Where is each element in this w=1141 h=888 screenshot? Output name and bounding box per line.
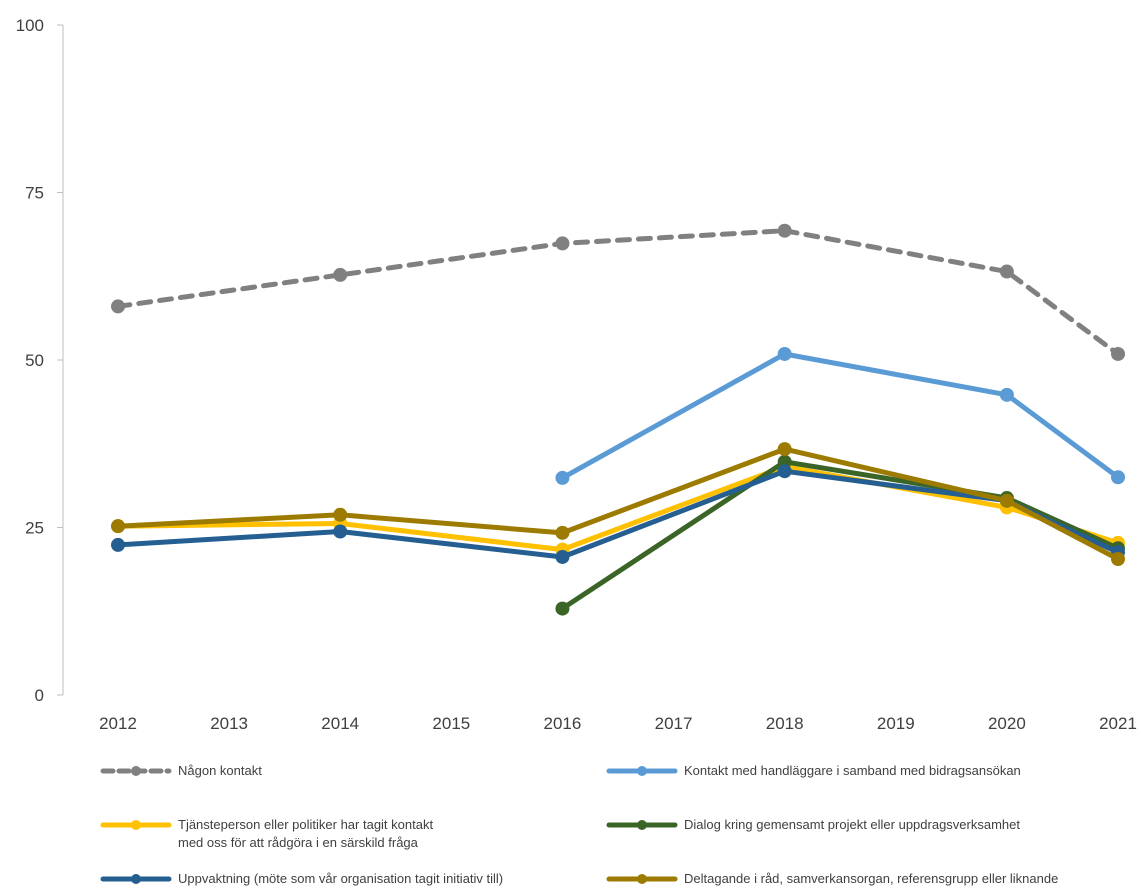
x-tick-label: 2021: [1099, 714, 1137, 733]
series-3: [111, 459, 1125, 557]
y-tick-label: 50: [25, 351, 44, 370]
y-tick-label: 0: [35, 686, 44, 705]
data-point: [555, 236, 570, 251]
data-point: [111, 519, 125, 534]
data-point: [111, 299, 125, 314]
data-point: [999, 493, 1014, 508]
series-line-3: [115, 464, 1121, 553]
data-point: [333, 507, 348, 522]
data-point: [777, 223, 792, 238]
data-point: [333, 267, 348, 282]
x-tick-label: 2013: [210, 714, 248, 733]
x-tick-label: 2019: [877, 714, 915, 733]
data-point: [1111, 551, 1125, 566]
x-tick-label: 2014: [321, 714, 359, 733]
x-tick-label: 2016: [544, 714, 582, 733]
data-point: [555, 601, 570, 616]
series-line-4: [559, 459, 1121, 612]
series-line-1: [115, 228, 1121, 357]
data-point: [777, 442, 792, 457]
data-point: [999, 264, 1014, 279]
data-point: [555, 525, 570, 540]
data-point: [1111, 470, 1125, 485]
series-1: [111, 223, 1125, 361]
data-point: [333, 524, 348, 539]
data-point: [555, 470, 570, 485]
axes: 0 25 50 75 100 2012 2013 2014 2015 2016 2017 2018 20…: [16, 16, 1137, 733]
series-layer: [111, 223, 1125, 616]
series-line-6: [115, 446, 1121, 562]
series-2: [555, 346, 1125, 485]
x-tick-label: 2018: [766, 714, 804, 733]
y-tick-label: 25: [25, 519, 44, 538]
y-tick-label: 100: [16, 16, 44, 35]
series-line-2: [559, 351, 1121, 481]
data-point: [777, 346, 792, 361]
y-tick-label: 75: [25, 184, 44, 203]
data-point: [555, 549, 570, 564]
x-tick-label: 2015: [432, 714, 470, 733]
data-point: [999, 387, 1014, 402]
x-tick-label: 2012: [99, 714, 137, 733]
data-point: [1111, 346, 1125, 361]
x-tick-label: 2017: [655, 714, 693, 733]
series-6: [111, 442, 1125, 566]
x-tick-label: 2020: [988, 714, 1026, 733]
data-point: [111, 537, 125, 552]
data-point: [777, 464, 792, 479]
